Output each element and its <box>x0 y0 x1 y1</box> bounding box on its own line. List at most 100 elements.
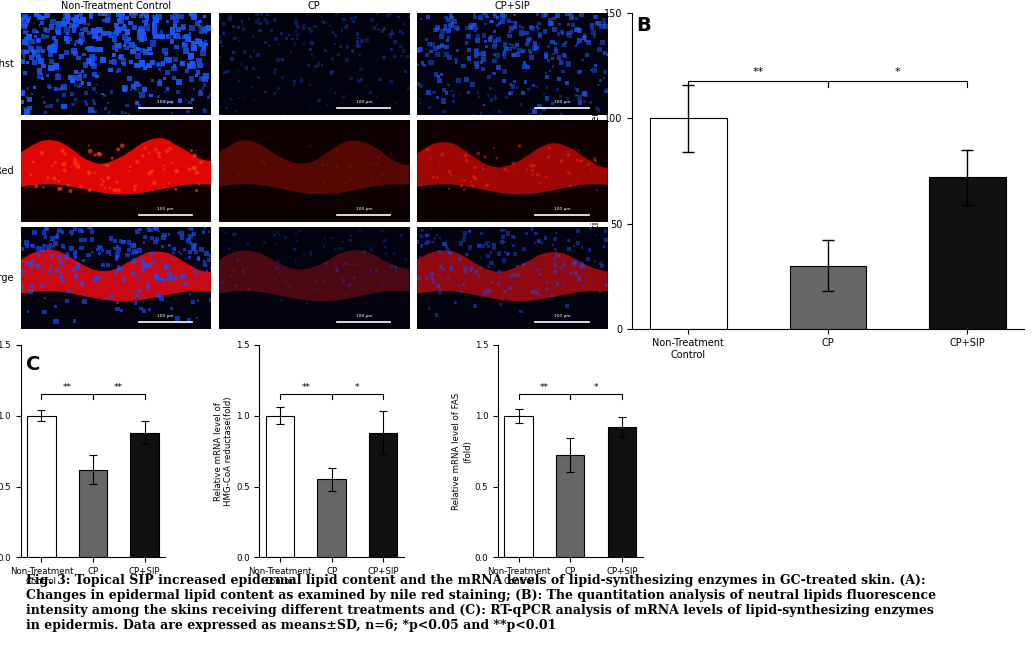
Point <box>245 82 262 92</box>
Point <box>221 13 238 24</box>
Point <box>549 10 566 20</box>
Point <box>429 281 446 291</box>
Point <box>370 24 387 35</box>
Point <box>569 13 585 24</box>
Point <box>431 246 448 257</box>
Point <box>440 25 457 36</box>
Point <box>555 248 572 259</box>
Point <box>70 161 87 171</box>
Point <box>176 272 192 282</box>
Point <box>193 26 210 36</box>
Point <box>183 146 200 156</box>
Point <box>129 157 146 167</box>
Point <box>191 36 208 47</box>
Point <box>423 46 439 57</box>
Point <box>581 159 598 170</box>
Point <box>56 243 72 253</box>
Point <box>196 223 213 233</box>
Text: *: * <box>894 67 901 77</box>
Point <box>496 225 513 235</box>
Point <box>72 235 89 245</box>
Point <box>343 74 360 84</box>
Point <box>203 250 219 261</box>
Point <box>155 233 172 243</box>
Point <box>142 169 158 179</box>
Point <box>571 35 587 45</box>
Point <box>225 21 242 32</box>
Point <box>147 32 163 42</box>
Point <box>48 41 64 51</box>
Point <box>566 259 582 270</box>
Point <box>130 272 147 282</box>
Point <box>55 14 71 25</box>
Point <box>226 262 243 273</box>
Point <box>182 222 199 233</box>
Point <box>559 93 576 103</box>
Point <box>572 97 588 107</box>
Point <box>95 55 112 65</box>
Point <box>216 272 233 283</box>
Point <box>49 232 65 243</box>
Point <box>225 266 242 276</box>
Text: 100 μm: 100 μm <box>554 314 571 318</box>
Point <box>115 9 131 19</box>
Point <box>56 165 72 176</box>
Point <box>428 69 445 80</box>
Point <box>189 18 206 29</box>
Point <box>588 103 605 113</box>
Point <box>299 298 315 308</box>
Point <box>493 225 510 235</box>
Point <box>102 250 119 260</box>
Point <box>257 14 274 24</box>
Point <box>493 237 510 247</box>
Point <box>40 81 57 92</box>
Point <box>51 27 67 38</box>
Point <box>455 279 472 289</box>
Point <box>60 12 77 22</box>
Point <box>145 18 161 29</box>
Point <box>126 240 143 250</box>
Point <box>156 86 173 97</box>
Point <box>281 30 298 41</box>
Point <box>374 181 391 191</box>
Point <box>60 16 77 27</box>
Point <box>124 248 141 258</box>
Point <box>134 263 151 273</box>
Point <box>576 281 592 292</box>
Point <box>182 28 199 39</box>
Point <box>420 237 436 247</box>
Point <box>477 152 493 162</box>
Title: Non-Treatment Control: Non-Treatment Control <box>61 1 171 11</box>
Point <box>20 19 36 30</box>
Point <box>43 101 60 111</box>
Point <box>284 34 301 44</box>
Point <box>300 61 316 71</box>
Point <box>21 32 37 43</box>
Point <box>412 94 428 105</box>
Point <box>370 174 387 185</box>
Point <box>107 57 123 67</box>
Point <box>433 262 450 272</box>
Point <box>274 295 291 306</box>
Point <box>545 61 561 72</box>
Point <box>363 266 379 277</box>
Point <box>341 174 358 185</box>
Point <box>128 290 145 301</box>
Point <box>323 68 339 78</box>
Point <box>66 154 83 165</box>
Point <box>182 98 199 108</box>
Point <box>216 18 233 29</box>
Point <box>121 237 138 248</box>
Point <box>327 244 343 255</box>
Point <box>540 152 556 163</box>
Point <box>170 86 186 97</box>
Point <box>386 84 402 95</box>
Point <box>249 98 266 109</box>
Point <box>67 48 84 59</box>
Point <box>224 53 241 64</box>
Point <box>119 250 135 260</box>
Point <box>519 164 536 175</box>
Point <box>586 31 603 42</box>
Point <box>180 33 196 43</box>
Point <box>99 260 116 270</box>
